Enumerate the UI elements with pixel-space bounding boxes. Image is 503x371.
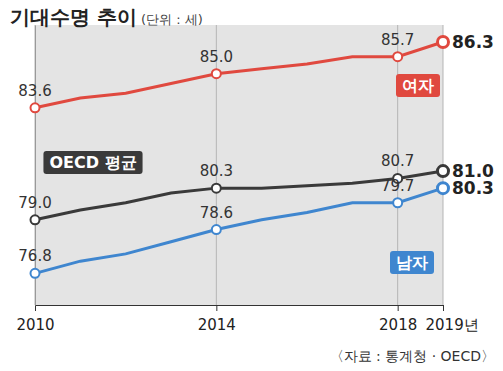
data-label: 85.0 [200,48,233,66]
data-label: 86.3 [452,32,494,52]
data-label: 76.8 [18,247,51,265]
point [393,198,402,207]
x-tick: 2014 [198,305,236,334]
series-name: 남자 [396,253,428,272]
series-name-box [390,251,434,274]
point [31,103,40,112]
x-axis-line [36,306,444,312]
data-label: 78.6 [200,204,233,222]
point [438,37,449,48]
point [212,225,221,234]
data-label: 79.0 [18,194,51,212]
series-label: 남자 [390,251,434,274]
point [31,269,40,278]
data-label: 85.7 [381,31,414,49]
series-label: OECD 평균 [43,151,142,174]
x-tick-mark [216,305,217,311]
chart: 기대수명 추이(단위 : 세) 2010 2014 2018 2019년 83.6 85.0… [0,0,503,371]
x-tick: 2010 [16,305,54,334]
x-tick-mark [398,305,399,311]
point [31,215,40,224]
series-line [35,171,443,220]
data-labels: 83.685.085.786.379.080.380.781.076.878.6… [18,31,494,266]
data-label: 80.7 [381,152,414,170]
data-label: 83.6 [18,82,51,100]
point [438,183,449,194]
plot-background [35,25,443,305]
x-tick-label: 2018 [379,316,417,334]
series-line [35,188,443,273]
x-tick: 2019년 [426,305,479,334]
source: 〈자료 : 통계청 · OECD〉 [330,348,495,364]
series-name: 여자 [402,76,434,95]
x-tick-label: 2014 [198,316,236,334]
series-name: OECD 평균 [49,153,136,172]
grid [35,25,443,305]
point [393,52,402,61]
series-line [35,42,443,108]
subtitle: (단위 : 세) [141,12,203,27]
x-tick-mark [443,305,444,311]
x-tick-label: 2010 [16,316,54,334]
data-label: 80.3 [452,178,494,198]
point [212,184,221,193]
title: 기대수명 추이(단위 : 세) [10,5,203,29]
series-name-box [43,151,142,174]
x-axis: 2010 2014 2018 2019년 [16,305,478,334]
x-tick-label: 2019년 [426,316,479,334]
marks [31,37,449,278]
x-tick-mark [35,305,36,311]
x-tick: 2018 [379,305,417,334]
series-name-box [396,74,440,97]
series-label: 여자 [396,74,440,97]
data-label: 79.7 [381,177,414,195]
point [212,69,221,78]
point [438,166,449,177]
data-label: 80.3 [200,162,233,180]
